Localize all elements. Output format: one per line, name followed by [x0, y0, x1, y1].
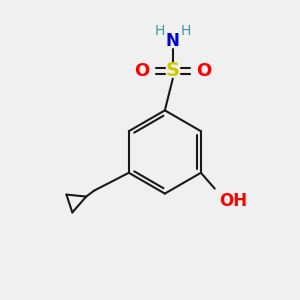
Text: H: H	[181, 24, 191, 38]
Text: OH: OH	[219, 191, 247, 209]
Text: N: N	[166, 32, 180, 50]
Text: O: O	[134, 62, 150, 80]
Text: S: S	[166, 61, 180, 80]
Text: H: H	[155, 24, 165, 38]
Text: O: O	[196, 62, 211, 80]
